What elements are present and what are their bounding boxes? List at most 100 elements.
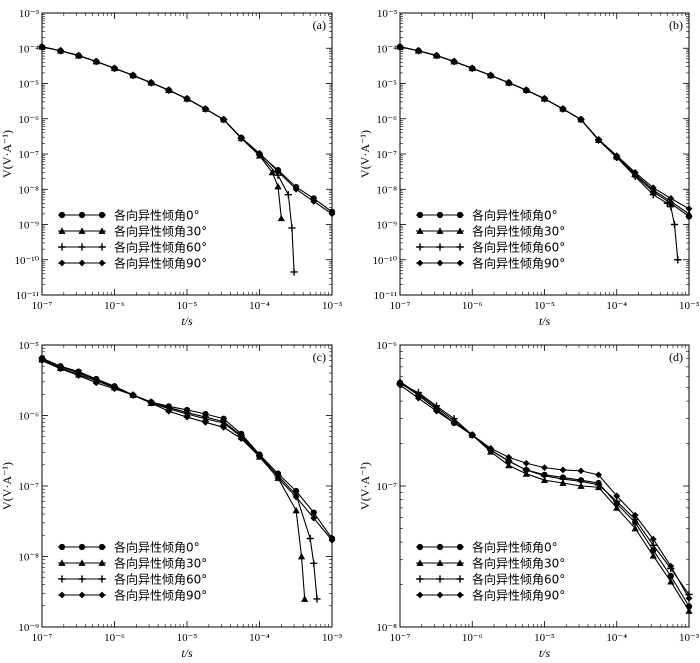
data-point-plus	[78, 243, 86, 251]
data-point-diamond	[487, 444, 495, 452]
data-point-triangle	[301, 595, 309, 602]
data-point-diamond	[649, 184, 657, 192]
legend-entry: 各向异性倾角60°	[114, 240, 207, 255]
data-point-diamond	[57, 47, 64, 55]
data-point-diamond	[416, 259, 424, 267]
series-line	[41, 46, 333, 213]
data-point-diamond	[183, 95, 191, 103]
y-tick-label: 10⁻⁴	[376, 43, 397, 55]
data-point-triangle	[277, 214, 285, 222]
series-triangle	[38, 43, 285, 222]
x-tick-label: 10⁻⁴	[606, 300, 627, 312]
data-point-diamond	[436, 591, 444, 599]
data-point-diamond	[58, 259, 66, 267]
data-point-diamond	[129, 71, 137, 79]
y-tick-label: 10⁻⁹	[376, 220, 397, 232]
legend-entry: 各向异性倾角30°	[472, 556, 565, 571]
data-point-triangle	[685, 210, 693, 217]
series-line	[41, 357, 333, 539]
y-tick-label: 10⁻⁶	[18, 114, 39, 126]
data-point-diamond	[202, 105, 209, 113]
panel-label: (c)	[313, 350, 326, 364]
y-tick-label: 10⁻⁶	[18, 411, 39, 423]
data-point-plus	[284, 191, 292, 199]
legend-entry: 各向异性倾角30°	[114, 556, 207, 571]
x-axis-title: t/s	[181, 314, 193, 328]
data-point-diamond	[487, 71, 495, 79]
data-point-triangle	[274, 182, 282, 190]
data-point-diamond	[165, 407, 173, 415]
y-axis-title: V(V·A⁻¹)	[358, 462, 372, 510]
y-tick-label: 10⁻⁷	[18, 481, 39, 493]
data-point-diamond	[613, 152, 621, 160]
data-point-plus	[649, 541, 657, 549]
data-point-circle	[667, 572, 674, 580]
data-point-plus	[540, 472, 549, 480]
x-tick-label: 10⁻⁵	[534, 632, 555, 644]
data-point-diamond	[38, 357, 46, 365]
data-point-diamond	[450, 58, 458, 65]
data-point-diamond	[595, 135, 602, 143]
data-point-plus	[310, 559, 318, 567]
data-point-triangle	[58, 227, 66, 234]
data-point-diamond	[631, 511, 639, 519]
data-point-diamond	[522, 459, 530, 467]
data-point-circle	[436, 543, 444, 551]
series-circle	[38, 355, 336, 542]
series-circle	[38, 43, 336, 215]
data-point-plus	[667, 203, 675, 211]
legend-entry: 各向异性倾角60°	[114, 572, 207, 587]
legend-entry: 各向异性倾角90°	[114, 256, 207, 271]
data-point-diamond	[505, 453, 513, 461]
data-point-triangle	[416, 227, 424, 234]
data-point-plus	[649, 191, 657, 199]
x-tick-label: 10⁻⁶	[104, 300, 125, 312]
data-point-triangle	[78, 559, 86, 566]
x-tick-label: 10⁻³	[679, 300, 700, 312]
x-tick-label: 10⁻⁷	[390, 300, 411, 312]
series-line	[41, 360, 333, 541]
legend: 各向异性倾角0°各向异性倾角30°各向异性倾角60°各向异性倾角90°	[416, 540, 565, 603]
y-tick-label: 10⁻¹¹	[16, 290, 39, 302]
panel-a: 10⁻⁷ 10⁻⁶ 10⁻⁵ 10⁻⁴ 10⁻³ 10⁻¹¹ 10⁻¹⁰ 10⁻⁹ 10⁻⁸ 10…	[0, 8, 343, 328]
y-axis-title: V(V·A⁻¹)	[0, 462, 14, 510]
data-point-triangle	[505, 461, 513, 469]
data-point-diamond	[147, 79, 155, 87]
x-axis-title: t/s	[539, 314, 551, 328]
legend-entry: 各向异性倾角0°	[114, 208, 200, 223]
x-tick-label: 10⁻⁴	[249, 632, 270, 644]
data-point-diamond	[75, 52, 83, 59]
legend-entry: 各向异性倾角0°	[472, 540, 558, 555]
data-point-plus	[436, 243, 444, 251]
data-point-diamond	[416, 591, 424, 599]
series-plus	[396, 380, 693, 599]
series-line	[41, 358, 318, 599]
data-point-diamond	[92, 58, 100, 65]
data-point-plus	[416, 575, 424, 583]
legend-entry: 各向异性倾角60°	[472, 240, 565, 255]
legend-entry: 各向异性倾角30°	[114, 224, 207, 239]
data-point-diamond	[75, 372, 83, 379]
data-point-triangle	[685, 607, 693, 614]
data-point-circle	[650, 547, 657, 554]
data-point-diamond	[111, 385, 118, 393]
data-point-diamond	[667, 562, 675, 570]
data-point-plus	[594, 481, 603, 489]
data-point-diamond	[310, 198, 318, 205]
x-tick-label: 10⁻⁶	[462, 632, 483, 644]
data-point-diamond	[78, 259, 86, 267]
data-point-circle	[456, 211, 464, 219]
data-point-triangle	[456, 227, 464, 234]
data-point-diamond	[165, 86, 173, 94]
data-point-circle	[58, 543, 66, 551]
data-point-diamond	[310, 514, 318, 522]
y-tick-label: 10⁻⁷	[18, 149, 39, 161]
y-tick-label: 10⁻⁸	[18, 552, 39, 564]
data-point-diamond	[450, 419, 458, 427]
data-point-circle	[416, 211, 424, 219]
y-tick-label: 10⁻⁴	[18, 43, 39, 55]
data-point-plus	[456, 243, 464, 251]
y-tick-label: 10⁻⁵	[18, 79, 39, 91]
data-point-plus	[58, 575, 66, 583]
legend: 各向异性倾角0°各向异性倾角30°各向异性倾角60°各向异性倾角90°	[58, 208, 207, 271]
